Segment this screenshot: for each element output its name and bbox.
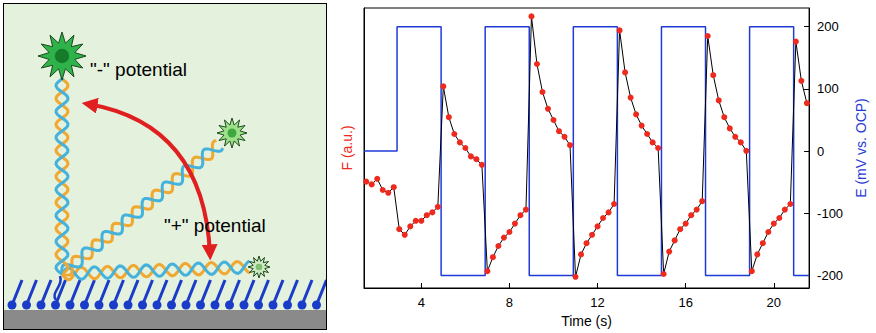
svg-text:Time (s): Time (s) xyxy=(561,313,612,329)
svg-text:4: 4 xyxy=(418,295,425,310)
svg-text:-200: -200 xyxy=(817,268,843,283)
svg-text:"-" potential: "-" potential xyxy=(90,59,187,80)
svg-text:20: 20 xyxy=(767,295,781,310)
svg-text:F (a.u.): F (a.u.) xyxy=(339,125,355,170)
svg-text:-100: -100 xyxy=(817,206,843,221)
svg-text:200: 200 xyxy=(817,19,839,34)
svg-text:E (mV vs. OCP): E (mV vs. OCP) xyxy=(853,98,869,198)
svg-text:8: 8 xyxy=(506,295,513,310)
svg-text:100: 100 xyxy=(817,81,839,96)
svg-text:12: 12 xyxy=(590,295,604,310)
svg-text:16: 16 xyxy=(678,295,692,310)
svg-text:0: 0 xyxy=(817,144,824,159)
svg-text:"+" potential: "+" potential xyxy=(164,215,266,236)
